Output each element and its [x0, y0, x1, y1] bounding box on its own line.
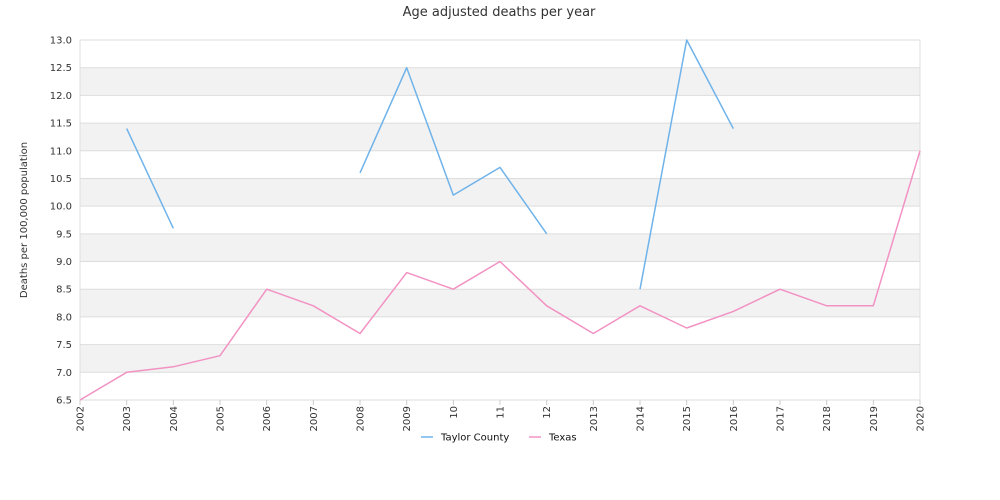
- grid-band: [80, 344, 920, 373]
- x-tick-label: 2006: [262, 406, 273, 431]
- x-tick-label: 2007: [309, 406, 320, 431]
- x-tick-label: 2003: [122, 406, 133, 431]
- y-tick-label: 11.0: [50, 146, 72, 157]
- plot-background-bands: [80, 67, 920, 373]
- y-tick-label: 10.5: [50, 174, 72, 185]
- grid-band: [80, 178, 920, 207]
- x-tick-label: 2002: [76, 406, 87, 431]
- gridlines: [79, 39, 921, 401]
- y-tick-label: 7.0: [56, 368, 72, 379]
- series-line-segment: [79, 150, 921, 401]
- x-tick-label: 2009: [402, 406, 413, 431]
- y-tick-label: 12.0: [50, 91, 72, 102]
- y-tick-label: 8.0: [56, 312, 72, 323]
- y-axis-label: Deaths per 100,000 population: [19, 142, 30, 298]
- y-tick-label: 12.5: [50, 63, 72, 74]
- y-tick-label: 13.0: [50, 36, 72, 47]
- x-tick-label: 2017: [776, 406, 787, 431]
- series-line-segment: [359, 66, 548, 235]
- grid-band: [80, 123, 920, 151]
- x-tick-label: 2020: [916, 406, 927, 431]
- series-line-segment: [639, 39, 734, 290]
- x-tick-label: 2004: [169, 406, 180, 431]
- y-tick-label: 9.0: [56, 257, 72, 268]
- x-axis-tick-labels: 2002 2003 2004 2005 2006 2007 2008 2009 10 11 12 20…: [76, 400, 927, 431]
- x-tick-label: 2008: [356, 406, 367, 431]
- x-tick-label: 2015: [682, 406, 693, 431]
- grid-band: [80, 67, 920, 96]
- x-tick-label: 12: [542, 406, 553, 419]
- grid-band: [80, 233, 920, 262]
- legend: Taylor County Texas: [421, 433, 577, 444]
- x-tick-label: 2018: [822, 406, 833, 431]
- legend-label: Texas: [548, 433, 577, 444]
- x-tick-label: 10: [449, 406, 460, 419]
- x-tick-label: 2016: [729, 406, 740, 431]
- y-tick-label: 8.5: [56, 285, 72, 296]
- legend-label: Taylor County: [440, 433, 509, 444]
- x-tick-label: 2005: [216, 406, 227, 431]
- chart-title: Age adjusted deaths per year: [403, 5, 596, 20]
- y-tick-label: 6.5: [56, 396, 72, 407]
- x-tick-label: 11: [496, 406, 507, 419]
- x-tick-label: 2019: [869, 406, 880, 431]
- series-line-segment: [126, 128, 174, 229]
- grid-band: [80, 289, 920, 317]
- y-tick-label: 7.5: [56, 340, 72, 351]
- y-axis-tick-labels: 6.5 7.0 7.5 8.0 8.5 9.0 9.5 10.0 10.5 11.0 11.5 12.…: [50, 36, 72, 407]
- y-tick-label: 10.0: [50, 202, 72, 213]
- x-tick-label: 2013: [589, 406, 600, 431]
- y-tick-label: 11.5: [50, 119, 72, 130]
- series-lines: [79, 39, 921, 401]
- y-tick-label: 9.5: [56, 229, 72, 240]
- x-tick-label: 2014: [636, 406, 647, 431]
